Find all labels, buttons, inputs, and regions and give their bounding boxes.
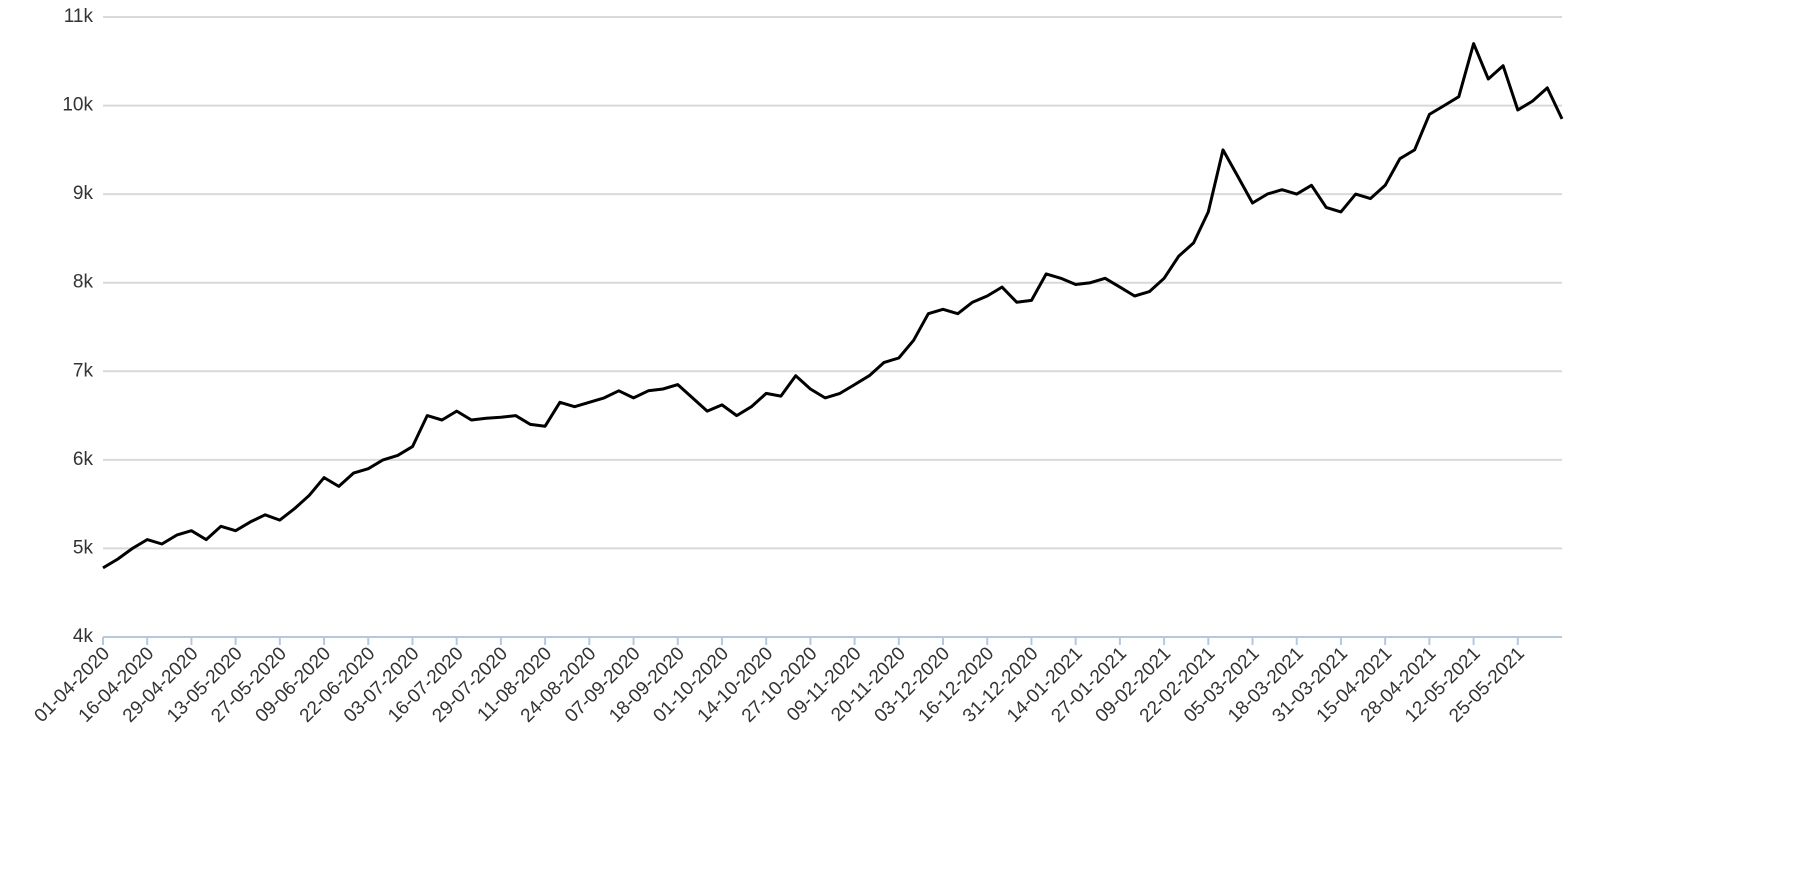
y-tick-label: 4k bbox=[73, 626, 94, 647]
y-tick-label: 11k bbox=[64, 6, 94, 27]
y-tick-label: 7k bbox=[73, 360, 94, 381]
y-tick-label: 6k bbox=[73, 449, 94, 470]
y-tick-label: 8k bbox=[73, 272, 94, 293]
y-tick-label: 10k bbox=[62, 95, 93, 116]
y-tick-label: 9k bbox=[73, 183, 94, 204]
y-tick-label: 5k bbox=[73, 537, 94, 558]
line bbox=[102, 42, 1564, 570]
